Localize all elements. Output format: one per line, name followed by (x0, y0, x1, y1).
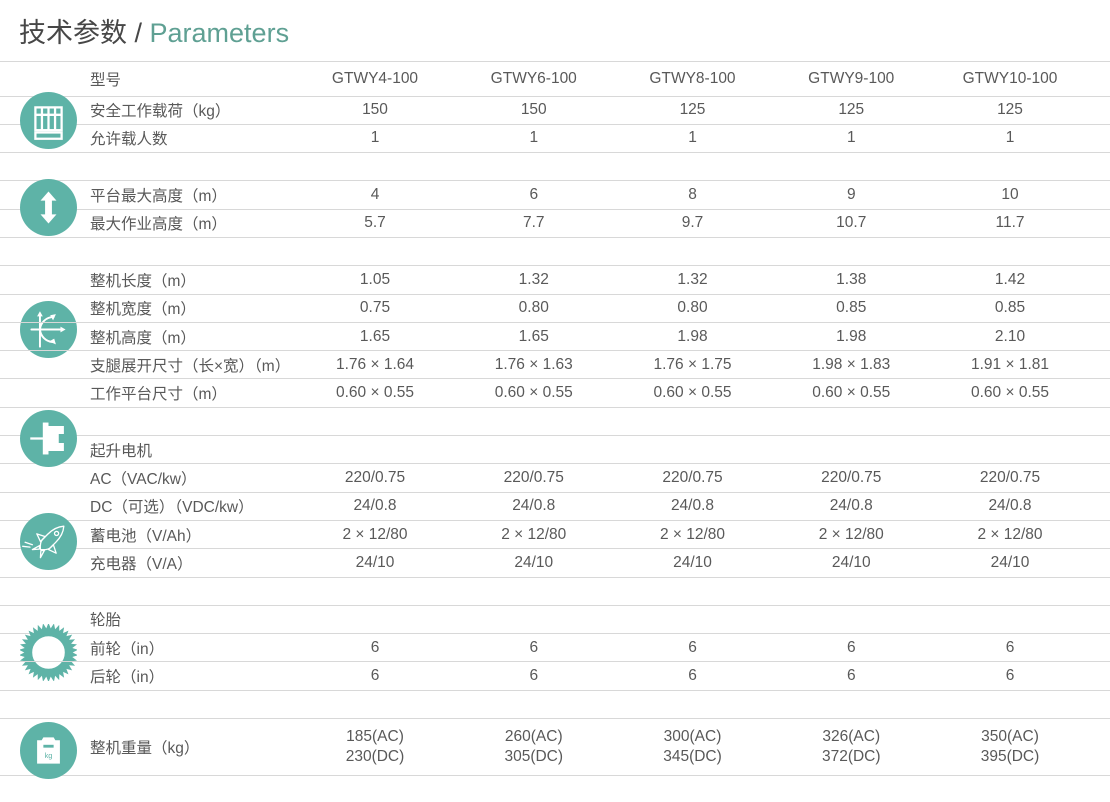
svg-text:kg: kg (45, 751, 53, 760)
